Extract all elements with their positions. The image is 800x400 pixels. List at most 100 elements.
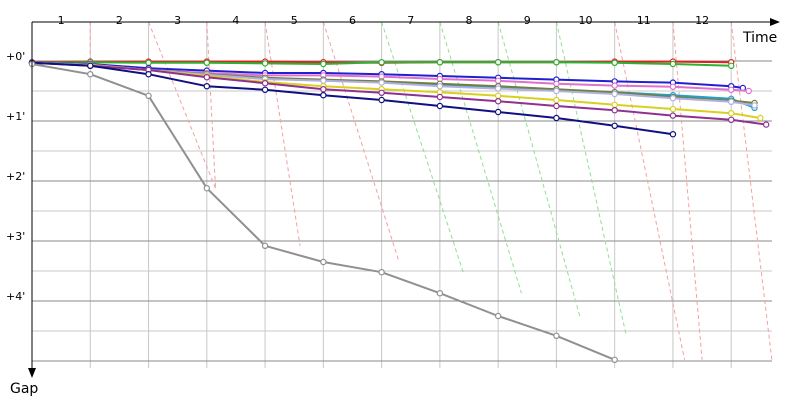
data-point bbox=[436, 102, 444, 110]
data-point bbox=[87, 70, 94, 78]
x-tick-label: 10 bbox=[579, 14, 593, 27]
data-point bbox=[320, 60, 327, 68]
data-point bbox=[553, 87, 560, 95]
data-point bbox=[728, 62, 735, 70]
x-axis-title: Time bbox=[742, 30, 777, 46]
data-point bbox=[611, 122, 618, 130]
pit-lines bbox=[89, 21, 773, 362]
series-10 bbox=[28, 59, 677, 138]
data-point bbox=[494, 77, 502, 85]
data-point bbox=[669, 94, 677, 102]
y-tick-label: +0' bbox=[6, 50, 25, 63]
data-point bbox=[203, 59, 211, 67]
data-point bbox=[728, 86, 735, 94]
x-tick-label: 6 bbox=[349, 14, 356, 27]
data-point bbox=[728, 98, 735, 106]
data-point bbox=[378, 79, 385, 86]
series-lines bbox=[28, 58, 770, 363]
data-point bbox=[669, 105, 677, 113]
data-point bbox=[494, 59, 502, 66]
pit-line bbox=[148, 21, 217, 189]
x-tick-label: 5 bbox=[291, 14, 298, 27]
data-point bbox=[553, 114, 560, 122]
data-point bbox=[203, 184, 211, 192]
y-axis-arrow-icon bbox=[28, 368, 36, 378]
x-tick-label: 7 bbox=[407, 14, 414, 27]
axes: Time Gap bbox=[10, 18, 780, 397]
data-point bbox=[553, 80, 560, 88]
data-point bbox=[751, 102, 758, 109]
x-tick-label: 3 bbox=[174, 14, 181, 27]
pit-line bbox=[497, 21, 581, 317]
y-tick-label: +3' bbox=[6, 230, 25, 243]
x-tick-label: 2 bbox=[116, 14, 123, 27]
data-point bbox=[378, 96, 385, 104]
data-point bbox=[611, 356, 618, 363]
pit-line bbox=[322, 21, 400, 263]
data-point bbox=[728, 109, 735, 117]
data-point bbox=[145, 92, 152, 100]
data-point bbox=[261, 79, 269, 87]
pit-line bbox=[206, 21, 217, 189]
x-tick-label: 11 bbox=[637, 14, 651, 27]
pit-line bbox=[614, 21, 686, 360]
x-tick-label: 9 bbox=[524, 14, 531, 27]
data-point bbox=[494, 97, 502, 105]
y-axis-title: Gap bbox=[10, 381, 38, 397]
series-9 bbox=[28, 59, 770, 128]
data-point bbox=[762, 121, 770, 128]
data-point bbox=[320, 85, 327, 93]
data-point bbox=[87, 62, 94, 70]
data-point bbox=[553, 102, 560, 110]
y-tick-label: +4' bbox=[6, 290, 25, 303]
data-point bbox=[611, 106, 618, 114]
data-point bbox=[261, 60, 269, 67]
data-point bbox=[669, 83, 677, 91]
x-tick-label: 4 bbox=[232, 14, 239, 27]
series-line bbox=[31, 61, 767, 126]
data-point bbox=[203, 73, 211, 81]
data-point bbox=[669, 112, 677, 119]
data-point bbox=[320, 91, 327, 99]
pit-line bbox=[672, 21, 703, 360]
pit-line bbox=[264, 21, 301, 246]
x-tick-label: 1 bbox=[58, 14, 65, 27]
data-point bbox=[320, 258, 327, 266]
data-point bbox=[261, 86, 269, 94]
y-tick-label: +1' bbox=[6, 110, 25, 123]
data-point bbox=[553, 59, 560, 66]
data-point bbox=[203, 82, 211, 90]
series-line bbox=[31, 61, 674, 136]
data-point bbox=[494, 85, 502, 92]
data-point bbox=[378, 269, 385, 276]
pit-line bbox=[439, 21, 522, 294]
x-axis-arrow-icon bbox=[770, 18, 780, 26]
data-point bbox=[611, 59, 618, 67]
data-point bbox=[436, 290, 444, 297]
data-point bbox=[669, 60, 677, 68]
data-point bbox=[745, 87, 752, 95]
data-point bbox=[320, 77, 327, 85]
data-point bbox=[436, 59, 444, 66]
pit-line bbox=[730, 21, 773, 362]
data-point bbox=[378, 59, 385, 66]
data-point bbox=[553, 96, 560, 104]
data-point bbox=[611, 90, 618, 98]
data-point bbox=[436, 82, 444, 90]
data-point bbox=[611, 101, 618, 109]
data-point bbox=[611, 82, 618, 89]
data-point bbox=[261, 242, 269, 249]
data-point bbox=[669, 130, 677, 138]
data-point bbox=[757, 114, 764, 122]
data-point bbox=[553, 332, 560, 339]
data-point bbox=[494, 108, 502, 116]
tick-labels: 1 2 3 4 5 6 7 8 9 10 11 12+0'+1'+2'+3'+4' bbox=[6, 14, 709, 303]
y-tick-label: +2' bbox=[6, 170, 25, 183]
data-point bbox=[494, 312, 502, 320]
x-tick-label: 8 bbox=[466, 14, 473, 27]
series-4 bbox=[28, 59, 752, 95]
data-point bbox=[378, 89, 385, 97]
data-point bbox=[145, 59, 152, 67]
data-point bbox=[436, 93, 444, 101]
